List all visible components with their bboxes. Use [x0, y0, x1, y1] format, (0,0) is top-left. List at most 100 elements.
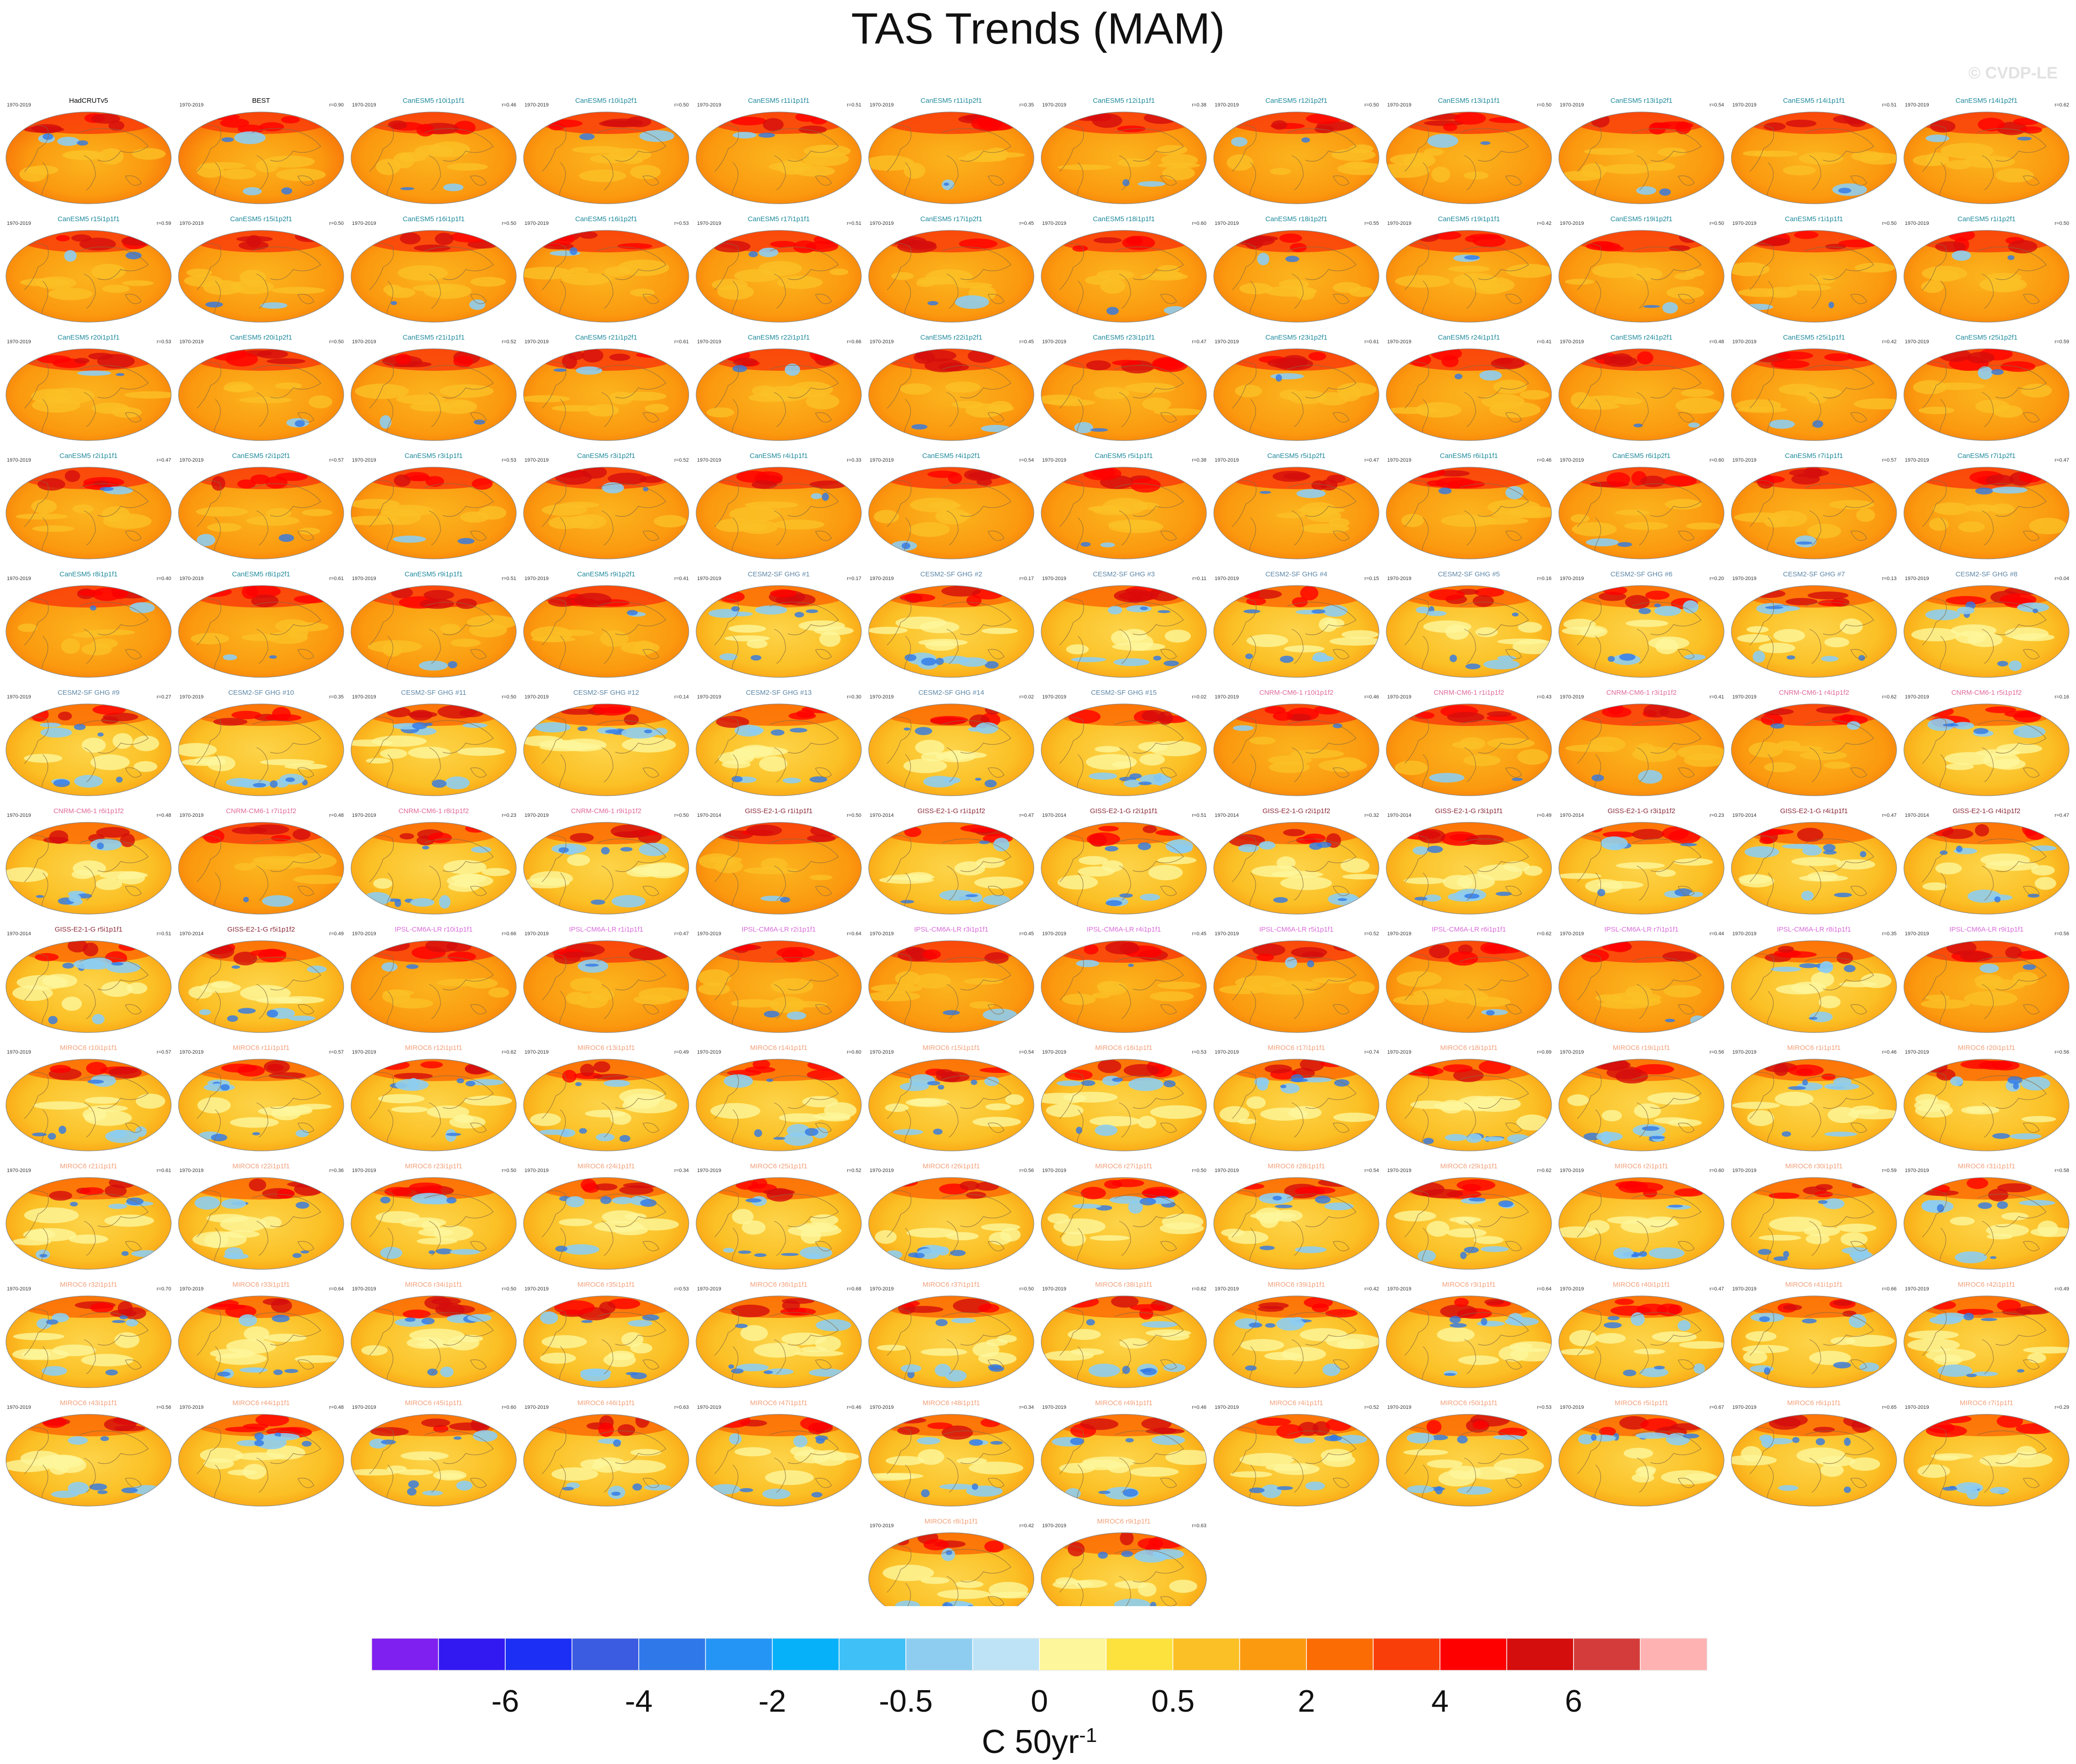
panel-title: MIROC6 r47i1p1f1 [750, 1399, 807, 1407]
panel-period: 1970-2019 [525, 1405, 549, 1410]
panel-period: 1970-2019 [697, 339, 721, 345]
panel-period: 1970-2019 [7, 339, 31, 345]
map-panel: 1970-2019 BEST r=0.90 [178, 97, 344, 204]
map-panel: 1970-2019 CanESM5 r24i1p2f1 r=0.48 [1558, 334, 1724, 441]
map-panel: 1970-2014 GISS-E2-1-G r4i1p1f1 r=0.47 [1731, 807, 1897, 915]
map-panel: 1970-2019 CESM2-SF GHG #7 r=0.13 [1731, 570, 1897, 678]
map-panel: 1970-2019 IPSL-CM6A-LR r9i1p1f1 r=0.56 [1903, 926, 2070, 1033]
panel-title: CanESM5 r5i1p1f1 [1095, 452, 1153, 460]
map-panel: 1970-2019 CanESM5 r19i1p2f1 r=0.50 [1558, 215, 1724, 323]
panel-correlation: r=0.50 [1020, 1286, 1034, 1292]
panel-title: CanESM5 r24i1p1f1 [1438, 334, 1500, 341]
map-panel: 1970-2019 MIROC6 r13i1p1f1 r=0.49 [523, 1044, 689, 1151]
panel-correlation: r=0.59 [157, 221, 172, 226]
panel-title: MIROC6 r41i1p1f1 [1785, 1281, 1842, 1289]
map-panel: 1970-2019 MIROC6 r36i1p1f1 r=0.68 [696, 1281, 862, 1388]
colorbar-swatch [1506, 1638, 1574, 1671]
panel-period: 1970-2014 [179, 931, 204, 937]
map-field [524, 230, 689, 322]
panel-correlation: r=0.04 [2055, 576, 2070, 581]
panel-correlation: r=0.50 [1192, 1168, 1207, 1173]
map-panel: 1970-2019 CanESM5 r16i1p2f1 r=0.53 [523, 215, 689, 323]
panel-correlation: r=0.17 [847, 576, 862, 581]
panel-title: MIROC6 r13i1p1f1 [577, 1044, 635, 1052]
panel-title: GISS-E2-1-G r5i1p1f1 [55, 926, 123, 933]
panel-period: 1970-2019 [179, 221, 204, 226]
map-field [524, 1178, 689, 1269]
map-field [6, 112, 171, 204]
panel-title: IPSL-CM6A-LR r7i1p1f1 [1604, 926, 1679, 933]
map-panel: 1970-2019 CanESM5 r2i1p1f1 r=0.47 [6, 452, 172, 559]
panel-title: GISS-E2-1-G r3i1p1f2 [1607, 807, 1675, 815]
map-panel: 1970-2019 CanESM5 r18i1p1f1 r=0.60 [1041, 215, 1207, 323]
panel-correlation: r=0.63 [1192, 1523, 1207, 1529]
panel-title: IPSL-CM6A-LR r6i1p1f1 [1432, 926, 1506, 933]
map-panel: 1970-2019 MIROC6 r49i1p1f1 r=0.46 [1041, 1399, 1207, 1507]
map-field [869, 1414, 1034, 1506]
panel-period: 1970-2019 [870, 339, 894, 345]
panel-title: CanESM5 r12i1p2f1 [1265, 97, 1327, 105]
map-field [696, 941, 861, 1033]
panel-title: MIROC6 r8i1p1f1 [925, 1518, 978, 1525]
panel-period: 1970-2019 [179, 1405, 204, 1410]
colorbar-swatch [1239, 1638, 1307, 1671]
panel-period: 1970-2019 [7, 576, 31, 581]
map-field [6, 1414, 171, 1506]
panel-correlation: r=0.59 [2055, 339, 2070, 345]
panel-title: GISS-E2-1-G r2i1p1f1 [1090, 807, 1158, 815]
map-panel: 1970-2019 CESM2-SF GHG #11 r=0.50 [351, 689, 517, 796]
map-field [1731, 349, 1897, 441]
panel-correlation: r=0.34 [1020, 1405, 1034, 1410]
colorbar-swatch [638, 1638, 706, 1671]
panel-title: MIROC6 r16i1p1f1 [1095, 1044, 1152, 1052]
map-field [1041, 1178, 1206, 1269]
map-field [1559, 704, 1724, 796]
panel-period: 1970-2019 [525, 1168, 549, 1173]
panel-period: 1970-2019 [7, 1168, 31, 1173]
panel-title: CanESM5 r14i1p2f1 [1955, 97, 2017, 105]
map-field [696, 1178, 861, 1269]
panel-period: 1970-2019 [1905, 1286, 1929, 1292]
map-panel: 1970-2019 MIROC6 r31i1p1f1 r=0.58 [1903, 1162, 2070, 1270]
panel-period: 1970-2019 [352, 102, 376, 108]
map-field [179, 467, 344, 559]
panel-correlation: r=0.61 [1365, 339, 1379, 345]
panel-period: 1970-2019 [1560, 1049, 1584, 1055]
panel-title: CanESM5 r20i1p1f1 [57, 334, 119, 341]
panel-correlation: r=0.32 [1365, 813, 1379, 818]
map-panel: 1970-2014 GISS-E2-1-G r3i1p1f2 r=0.23 [1558, 807, 1724, 915]
colorbar-tick-label: 6 [1565, 1684, 1582, 1719]
panel-correlation: r=0.48 [157, 813, 172, 818]
colorbar-tick-label: 2 [1298, 1684, 1315, 1719]
panel-correlation: r=0.57 [157, 1049, 172, 1055]
panel-correlation: r=0.50 [329, 339, 344, 345]
map-field [1904, 941, 2069, 1033]
panel-title: CESM2-SF GHG #1 [748, 570, 809, 578]
map-field [1214, 230, 1379, 322]
map-panel: 1970-2014 GISS-E2-1-G r1i1p1f2 r=0.47 [868, 807, 1034, 915]
panel-period: 1970-2019 [1215, 1286, 1239, 1292]
map-field [1214, 349, 1379, 441]
map-panel: 1970-2019 CESM2-SF GHG #3 r=0.11 [1041, 570, 1207, 678]
panel-title: MIROC6 r14i1p1f1 [750, 1044, 807, 1052]
map-panel: 1970-2019 CanESM5 r7i1p2f1 r=0.47 [1903, 452, 2070, 559]
panel-title: MIROC6 r31i1p1f1 [1958, 1162, 2015, 1170]
panel-correlation: r=0.56 [1710, 1049, 1724, 1055]
colorbar-units: C 50yr-1 [982, 1724, 1097, 1760]
panel-period: 1970-2019 [1560, 1405, 1584, 1410]
panel-title: IPSL-CM6A-LR r2i1p1f1 [742, 926, 816, 933]
panel-period: 1970-2019 [1905, 102, 1929, 108]
panel-correlation: r=0.50 [1537, 102, 1552, 108]
map-panel: 1970-2019 CanESM5 r20i1p2f1 r=0.50 [178, 334, 344, 441]
panel-title: MIROC6 r44i1p1f1 [232, 1399, 290, 1407]
map-field [1904, 349, 2069, 441]
panel-title: CanESM5 r20i1p2f1 [230, 334, 292, 341]
map-panel: 1970-2019 CanESM5 r15i1p2f1 r=0.50 [178, 215, 344, 323]
map-panel: 1970-2019 MIROC6 r38i1p1f1 r=0.62 [1041, 1281, 1207, 1388]
map-panel: 1970-2014 GISS-E2-1-G r4i1p1f2 r=0.47 [1903, 807, 2070, 915]
panel-period: 1970-2019 [1732, 1286, 1757, 1292]
panel-correlation: r=0.57 [329, 1049, 344, 1055]
panel-period: 1970-2014 [1042, 813, 1066, 818]
panel-title: MIROC6 r46i1p1f1 [577, 1399, 635, 1407]
panel-correlation: r=0.46 [1537, 458, 1552, 463]
